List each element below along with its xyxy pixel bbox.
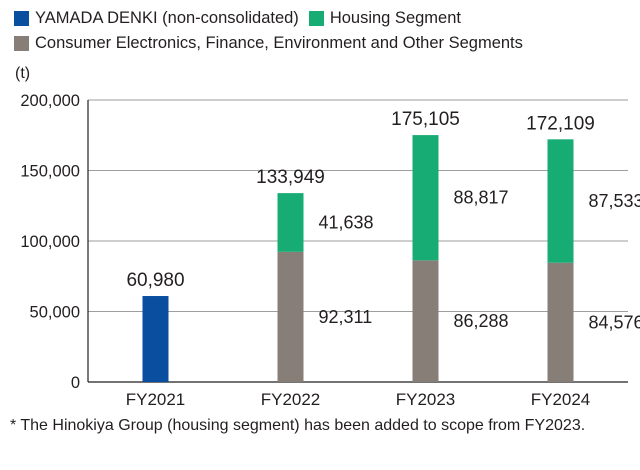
bar-yamada-fy2021 [142, 296, 169, 382]
legend-label-consumer: Consumer Electronics, Finance, Environme… [35, 34, 523, 52]
data-label-housing: 41,638 [319, 212, 374, 232]
total-label: 133,949 [256, 167, 325, 188]
bar-consumer-fy2022 [277, 251, 304, 382]
y-tick-label: 100,000 [20, 233, 80, 251]
bar-housing-fy2023 [412, 135, 439, 261]
data-label-consumer: 92,311 [319, 307, 373, 327]
total-label: 175,105 [391, 109, 460, 130]
total-label: 60,980 [126, 270, 184, 291]
y-axis-unit-label: (t) [15, 65, 30, 82]
legend-swatch-housing [308, 11, 324, 26]
bar-consumer-fy2024 [547, 262, 574, 382]
bar-consumer-fy2023 [412, 260, 439, 382]
bar-housing-fy2024 [547, 139, 574, 263]
y-tick-label: 150,000 [20, 163, 80, 181]
legend-row: Consumer Electronics, Finance, Environme… [14, 31, 634, 56]
legend-label-yamada: YAMADA DENKI (non-consolidated) [35, 9, 299, 27]
y-tick-label: 0 [71, 374, 80, 392]
bar-housing-fy2022 [277, 193, 304, 252]
data-label-housing: 88,817 [454, 188, 509, 208]
legend-row: YAMADA DENKI (non-consolidated) Housing S… [14, 6, 634, 31]
legend-item-yamada: YAMADA DENKI (non-consolidated) [14, 6, 299, 31]
legend-swatch-yamada [14, 11, 29, 26]
x-tick-label: FY2021 [126, 390, 186, 409]
y-tick-label: 200,000 [20, 92, 80, 110]
total-label: 172,109 [526, 113, 595, 134]
chart-legend: YAMADA DENKI (non-consolidated) Housing S… [14, 6, 634, 56]
x-tick-label: FY2022 [261, 390, 321, 409]
legend-label-housing: Housing Segment [329, 9, 461, 27]
data-label-consumer: 86,288 [454, 311, 509, 331]
chart-footnote: * The Hinokiya Group (housing segment) h… [10, 417, 586, 434]
legend-item-consumer: Consumer Electronics, Finance, Environme… [14, 31, 523, 56]
x-tick-label: FY2023 [396, 390, 456, 409]
data-label-consumer: 84,576 [589, 312, 640, 332]
legend-swatch-consumer [14, 36, 29, 51]
data-label-housing: 87,533 [589, 191, 640, 211]
x-tick-label: FY2024 [531, 390, 591, 409]
legend-item-housing: Housing Segment [308, 6, 461, 31]
y-tick-label: 50,000 [30, 304, 80, 322]
